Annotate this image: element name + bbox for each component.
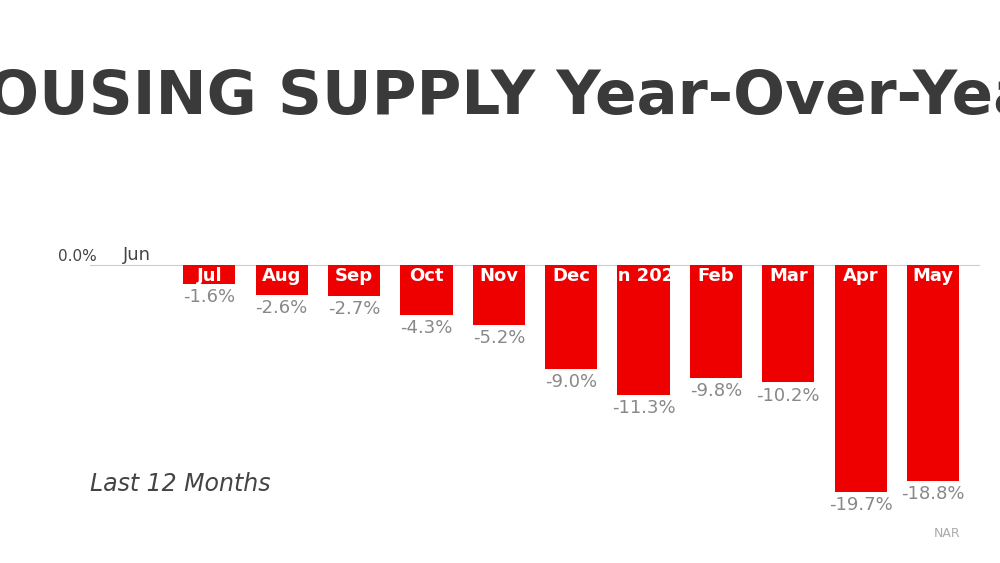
- Bar: [762, 265, 814, 382]
- Text: -19.7%: -19.7%: [829, 495, 892, 513]
- Bar: [835, 265, 887, 491]
- Bar: [617, 265, 670, 395]
- Text: -11.3%: -11.3%: [612, 399, 675, 417]
- Text: -1.6%: -1.6%: [183, 288, 235, 306]
- Text: Feb: Feb: [698, 267, 734, 285]
- Text: Jul: Jul: [197, 267, 222, 285]
- Bar: [545, 265, 597, 369]
- Text: -2.7%: -2.7%: [328, 301, 380, 319]
- Text: NAR: NAR: [933, 528, 960, 540]
- Text: 0.0%: 0.0%: [58, 249, 97, 264]
- Text: May: May: [912, 267, 954, 285]
- Text: -9.8%: -9.8%: [690, 382, 742, 400]
- Bar: [690, 265, 742, 378]
- Text: Nov: Nov: [479, 267, 518, 285]
- Bar: [907, 265, 959, 481]
- Text: -5.2%: -5.2%: [473, 329, 525, 347]
- Text: -9.0%: -9.0%: [545, 373, 597, 391]
- Text: Dec: Dec: [552, 267, 590, 285]
- Text: -2.6%: -2.6%: [256, 300, 308, 318]
- Bar: [256, 265, 308, 295]
- Text: Jun: Jun: [123, 247, 151, 265]
- Text: -10.2%: -10.2%: [757, 387, 820, 404]
- Text: Sep: Sep: [335, 267, 373, 285]
- Text: -4.3%: -4.3%: [400, 319, 453, 337]
- Bar: [183, 265, 235, 284]
- Text: Last 12 Months: Last 12 Months: [90, 472, 270, 496]
- Bar: [400, 265, 453, 315]
- Text: Apr: Apr: [843, 267, 878, 285]
- Text: Jan 2020: Jan 2020: [600, 267, 687, 285]
- Text: Oct: Oct: [409, 267, 444, 285]
- Text: Aug: Aug: [262, 267, 301, 285]
- Bar: [473, 265, 525, 325]
- Bar: [328, 265, 380, 296]
- Text: -18.8%: -18.8%: [901, 485, 965, 503]
- Text: Mar: Mar: [769, 267, 808, 285]
- Text: HOUSING SUPPLY Year-Over-Year: HOUSING SUPPLY Year-Over-Year: [0, 68, 1000, 127]
